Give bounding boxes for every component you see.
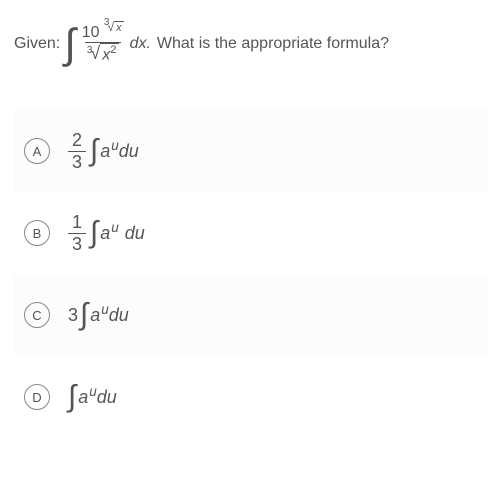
choice-d[interactable]: D ∫ a u du (14, 356, 488, 438)
choice-b[interactable]: B 1 3 ∫ a u du (14, 192, 488, 274)
choice-b-expr: 1 3 ∫ a u du (68, 212, 145, 255)
integral-sign-small: ∫ (90, 216, 98, 250)
integrand-denominator: 3 √ x2 (85, 42, 121, 64)
question-row: Given: ∫ 10 3 √ x (14, 20, 488, 68)
num-base: 10 (82, 24, 100, 41)
question-label: Given: (14, 35, 60, 53)
integral-expr: ∫ 10 3 √ x 3 √ (64, 20, 151, 68)
den-root: 3 √ x2 (87, 43, 119, 64)
question-prompt: What is the appropriate formula? (157, 35, 389, 53)
choice-letter: C (24, 302, 50, 328)
integral-sign-small: ∫ (90, 134, 98, 168)
choice-a[interactable]: A 2 3 ∫ a u du (14, 110, 488, 192)
choice-c[interactable]: C 3 ∫ a u du (14, 274, 488, 356)
coef-frac: 1 3 (68, 212, 86, 255)
choice-letter: A (24, 138, 50, 164)
coef-frac: 2 3 (68, 130, 86, 173)
integrand-numerator: 10 3 √ x (80, 24, 126, 42)
choice-d-expr: ∫ a u du (68, 380, 117, 414)
choice-letter: B (24, 220, 50, 246)
integral-sign-small: ∫ (80, 298, 88, 332)
choice-a-expr: 2 3 ∫ a u du (68, 130, 139, 173)
page: Given: ∫ 10 3 √ x (0, 0, 502, 503)
question-formula: ∫ 10 3 √ x 3 √ (64, 20, 151, 68)
integral-sign-small: ∫ (68, 380, 76, 414)
num-root: 3 √ x (104, 20, 124, 34)
choice-c-expr: 3 ∫ a u du (68, 298, 129, 332)
integral-sign: ∫ (64, 20, 76, 68)
integrand-fraction: 10 3 √ x 3 √ x2 (80, 24, 126, 64)
choice-letter: D (24, 384, 50, 410)
dx-text: dx. (130, 35, 151, 53)
